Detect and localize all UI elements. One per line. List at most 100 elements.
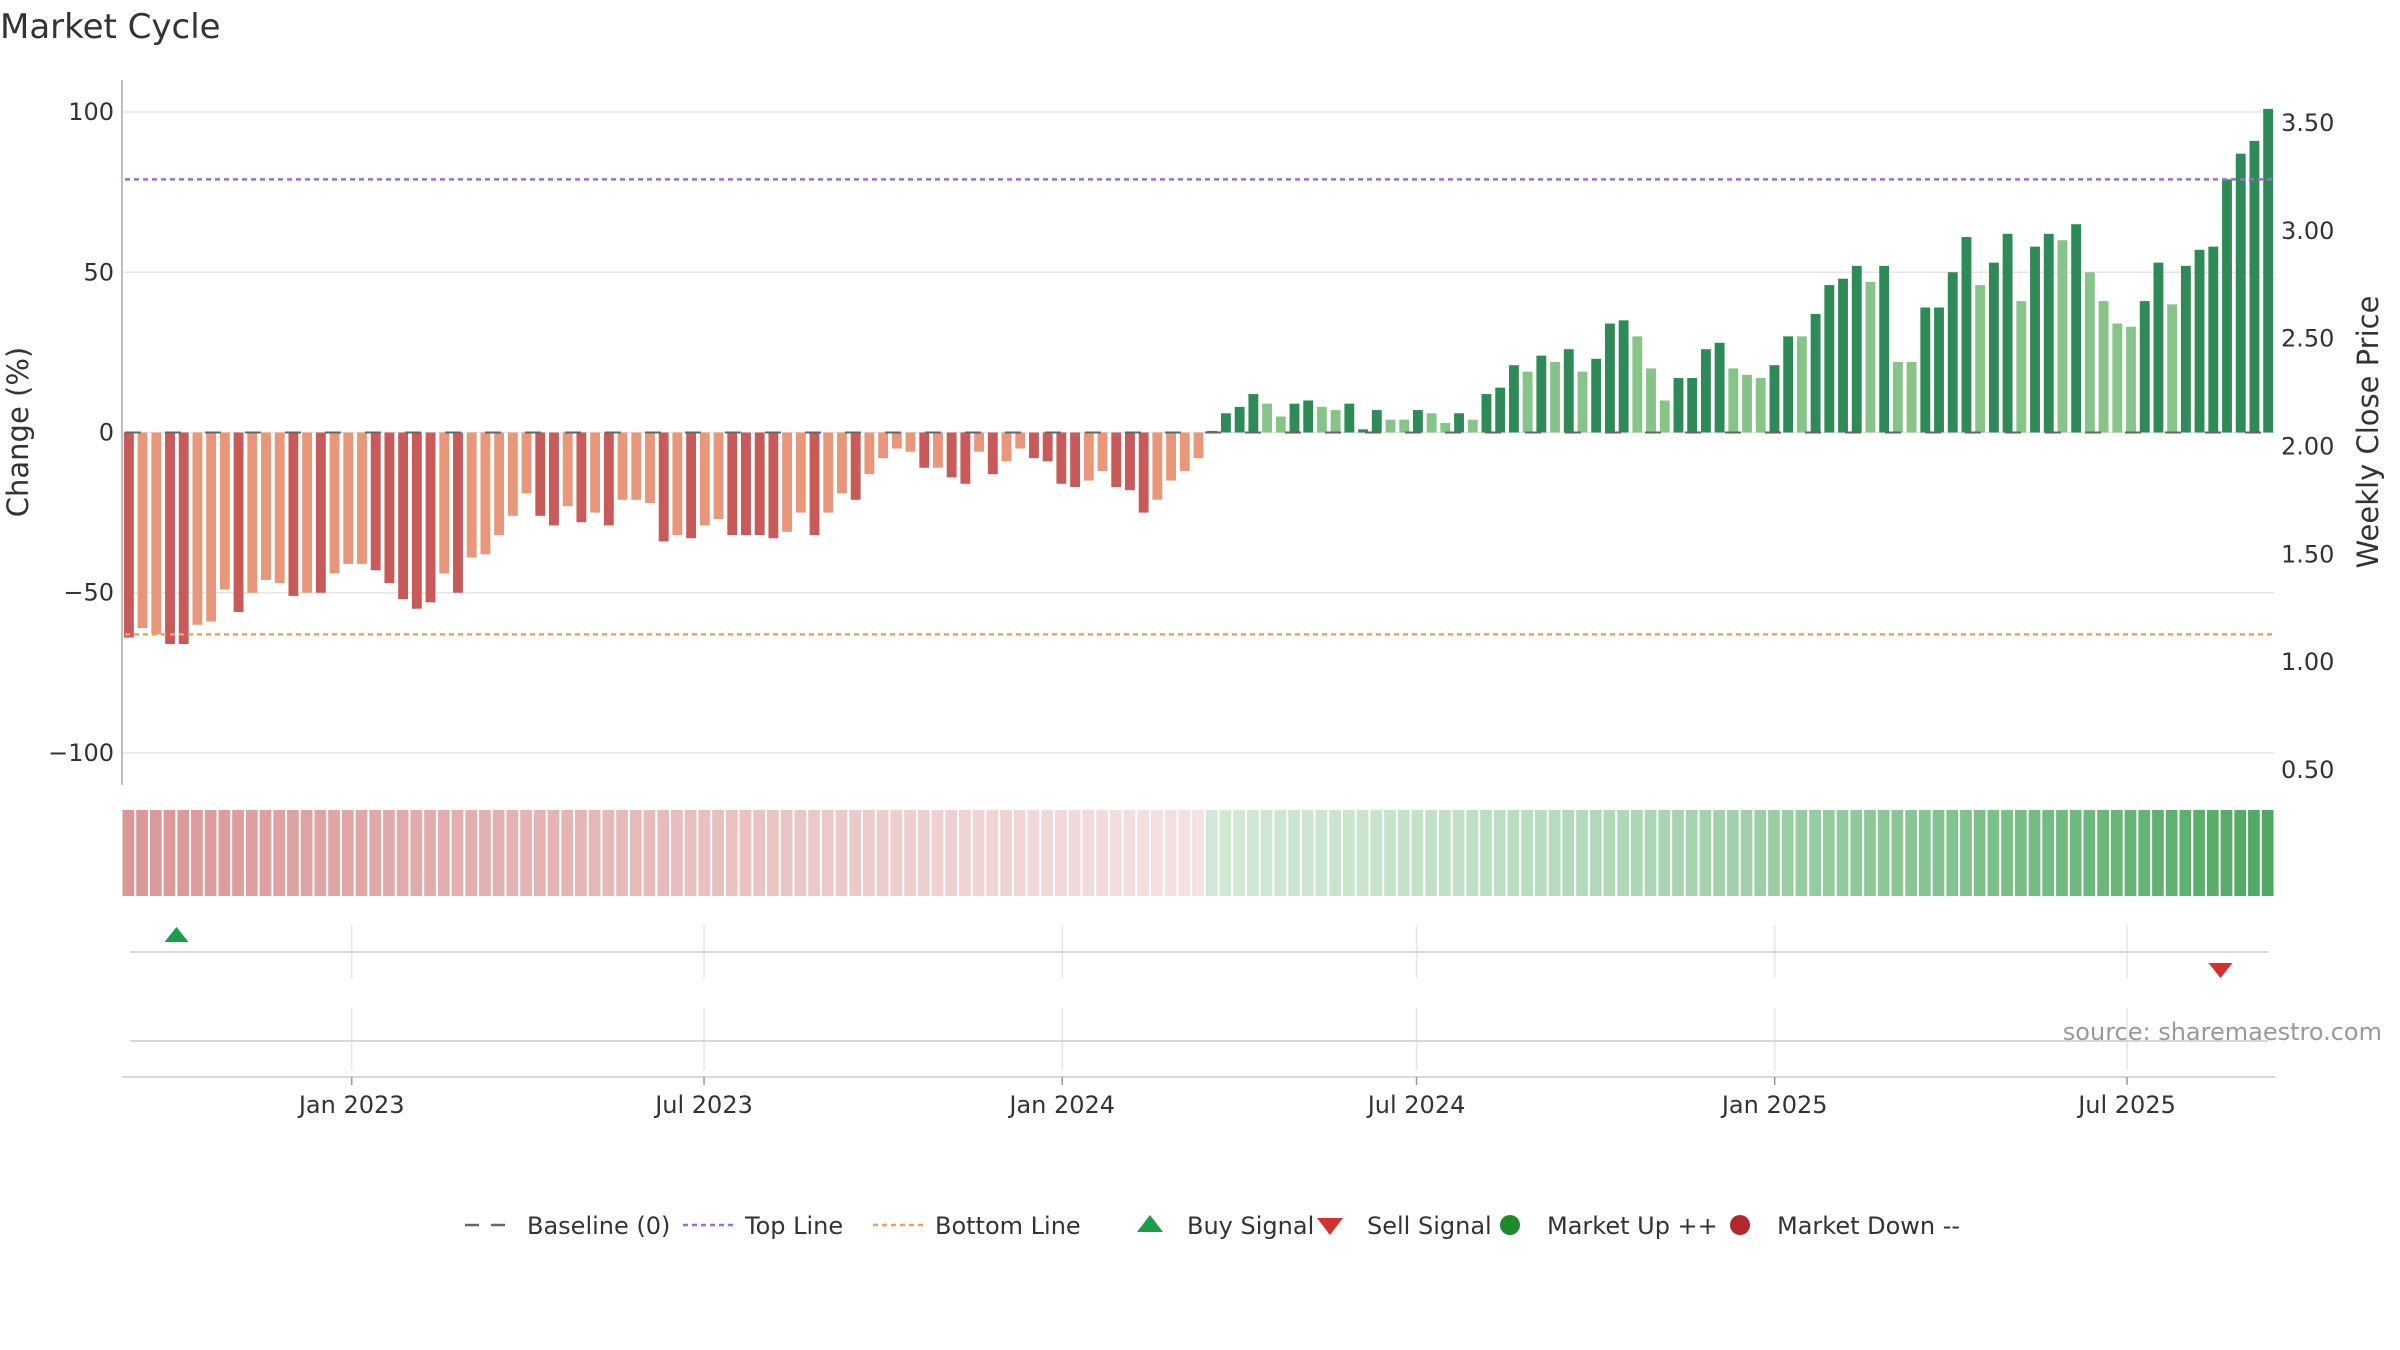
bar [1906, 362, 1917, 433]
heat-cell [986, 810, 999, 896]
bar [137, 432, 148, 628]
heat-cell [300, 810, 313, 896]
heat-cell [2152, 810, 2164, 896]
bar [1220, 413, 1231, 433]
heat-cell [1672, 810, 1684, 896]
heat-cell [575, 810, 587, 896]
y-tick-label: −100 [48, 739, 114, 767]
heat-cell [1589, 810, 1602, 896]
bar [1454, 413, 1464, 433]
bar [837, 432, 847, 494]
legend-label: Top Line [744, 1212, 843, 1240]
heat-cell [1041, 810, 1054, 896]
legend-label: Buy Signal [1187, 1212, 1314, 1240]
bar [1934, 307, 1944, 433]
x-tick-label: Jan 2023 [297, 1091, 405, 1119]
heat-cell [1877, 810, 1890, 896]
bar [1700, 349, 1711, 433]
bar [1316, 406, 1327, 433]
heat-cell [1438, 810, 1451, 896]
bar [1810, 313, 1821, 433]
heat-cell [1260, 810, 1273, 896]
heat-cell [1603, 810, 1616, 896]
heat-cell [341, 810, 354, 896]
heat-cell [1713, 810, 1725, 896]
bar [2180, 265, 2191, 433]
heat-cell [1411, 810, 1424, 896]
heat-cell [1644, 810, 1657, 896]
heat-cell [520, 810, 532, 896]
heat-cell [1973, 810, 1986, 896]
heat-cell [931, 810, 944, 896]
bar [1138, 432, 1149, 513]
x-tick-label: Jul 2025 [2076, 1091, 2176, 1119]
heat-cell [122, 810, 135, 896]
bar [1961, 237, 1972, 433]
buy-signal-marker [164, 927, 189, 942]
y-tick-label: 0 [99, 419, 114, 447]
y2-tick-label: 2.50 [2281, 325, 2334, 353]
heat-cell [671, 810, 683, 896]
y-tick-label: 100 [68, 98, 114, 126]
heat-cell [163, 810, 176, 896]
bar [2235, 153, 2246, 433]
heat-cell [959, 810, 971, 896]
bar [645, 432, 655, 503]
bar [1920, 307, 1931, 433]
bar [165, 432, 175, 644]
bar [1179, 432, 1190, 471]
heat-cell [1247, 810, 1259, 896]
heat-cell [1562, 810, 1575, 896]
bar [946, 432, 957, 478]
bar [219, 432, 230, 590]
y-axis-ticks: 100 50 0 −50 −100 [48, 98, 114, 767]
bar [1687, 378, 1698, 433]
heat-cell [204, 810, 217, 896]
heat-cell [1288, 810, 1300, 896]
heat-cell [1534, 810, 1547, 896]
heat-cell [1123, 810, 1136, 896]
heat-cell [410, 810, 423, 896]
heat-cell [1370, 810, 1383, 896]
bar [1070, 432, 1081, 487]
bar [2002, 233, 2013, 433]
bar [987, 432, 998, 475]
legend-swatch [1730, 1215, 1750, 1235]
bar [919, 432, 930, 468]
bar [1385, 419, 1396, 433]
bar [2194, 249, 2205, 433]
bar [1659, 400, 1670, 433]
signal-panel [130, 925, 2268, 1070]
heat-cell [1822, 810, 1835, 896]
bar [809, 432, 820, 536]
y2-tick-label: 2.00 [2281, 433, 2334, 461]
heat-cell [945, 810, 958, 896]
heat-cell [383, 810, 395, 896]
heat-cell [1740, 810, 1753, 896]
bar [699, 432, 710, 526]
bar [1481, 394, 1492, 433]
sell-signal-marker [2208, 963, 2233, 978]
bar-series [123, 108, 2274, 644]
bar [274, 432, 285, 584]
bar [343, 432, 354, 564]
reference-lines [125, 178, 2275, 636]
bar [1892, 362, 1903, 433]
heat-cell [1356, 810, 1369, 896]
heat-cell [2001, 810, 2013, 896]
heat-cell [1205, 810, 1218, 896]
bar [315, 432, 326, 593]
heat-strip [122, 810, 2274, 896]
bar [878, 432, 889, 459]
bar [192, 432, 203, 625]
heat-cell [355, 810, 368, 896]
heat-cell [1809, 810, 1821, 896]
bar [864, 432, 875, 475]
heat-cell [369, 810, 382, 896]
y-axis-label: Change (%) [1, 347, 35, 517]
heat-cell [1493, 810, 1506, 896]
heat-cell [725, 810, 738, 896]
bar [795, 432, 806, 513]
y2-tick-label: 3.50 [2281, 109, 2334, 137]
